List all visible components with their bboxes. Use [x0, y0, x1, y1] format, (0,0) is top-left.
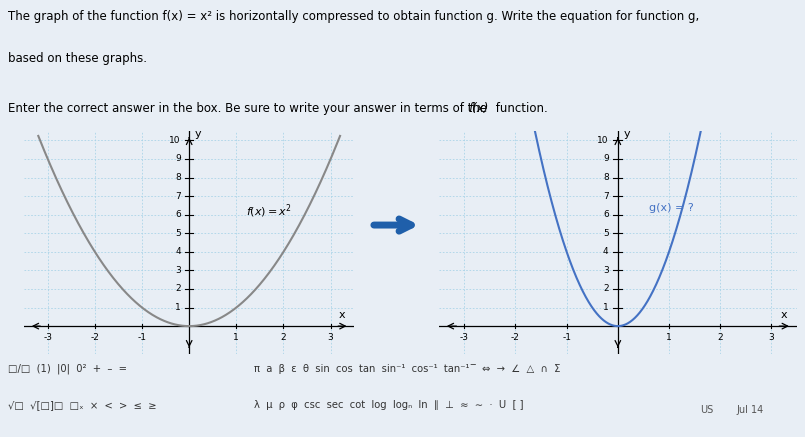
Text: The graph of the function f(x) = x² is horizontally compressed to obtain functio: The graph of the function f(x) = x² is h… [8, 10, 700, 24]
Text: 1: 1 [233, 333, 239, 342]
Text: -2: -2 [511, 333, 520, 342]
Text: 2: 2 [175, 284, 180, 294]
Text: -1: -1 [138, 333, 147, 342]
Text: 2: 2 [717, 333, 723, 342]
Text: 7: 7 [603, 191, 609, 201]
Text: 3: 3 [603, 266, 609, 275]
Text: based on these graphs.: based on these graphs. [8, 52, 147, 66]
Text: x: x [781, 309, 787, 319]
Text: 4: 4 [175, 247, 180, 257]
Text: 7: 7 [175, 191, 180, 201]
Text: 4: 4 [603, 247, 609, 257]
Text: -3: -3 [43, 333, 52, 342]
Text: 1: 1 [603, 303, 609, 312]
Text: 3: 3 [175, 266, 180, 275]
Text: 5: 5 [175, 229, 180, 238]
Text: y: y [624, 128, 630, 139]
Text: 2: 2 [281, 333, 287, 342]
Text: 1: 1 [175, 303, 180, 312]
Text: 2: 2 [603, 284, 609, 294]
Text: √□  √[□]□  □ₓ  ×  <  >  ≤  ≥: √□ √[□]□ □ₓ × < > ≤ ≥ [8, 400, 156, 410]
Text: -2: -2 [90, 333, 99, 342]
Text: 10: 10 [597, 136, 609, 145]
Text: Jul 14: Jul 14 [737, 406, 764, 416]
Text: 10: 10 [169, 136, 180, 145]
Text: π  a  β  ε  θ  sin  cos  tan  sin⁻¹  cos⁻¹  tan⁻¹  ̅  ⇔  →  ∠  △  ∩  Σ: π a β ε θ sin cos tan sin⁻¹ cos⁻¹ tan⁻¹ … [254, 364, 560, 374]
Text: □/□  (1)  |0|  0²  +  –  =: □/□ (1) |0| 0² + – = [8, 364, 127, 375]
Text: -1: -1 [562, 333, 572, 342]
Text: 3: 3 [769, 333, 774, 342]
Text: g(x) = ?: g(x) = ? [649, 203, 693, 213]
Text: -3: -3 [460, 333, 469, 342]
Text: x: x [339, 309, 345, 319]
Text: $f(x) = x^2$: $f(x) = x^2$ [246, 202, 291, 219]
Text: 8: 8 [175, 173, 180, 182]
Text: 6: 6 [175, 210, 180, 219]
Text: 8: 8 [603, 173, 609, 182]
Text: 9: 9 [175, 154, 180, 163]
Text: 5: 5 [603, 229, 609, 238]
Text: function.: function. [492, 102, 547, 115]
Text: Enter the correct answer in the box. Be sure to write your answer in terms of th: Enter the correct answer in the box. Be … [8, 102, 491, 115]
Text: US: US [700, 406, 713, 416]
Text: 6: 6 [603, 210, 609, 219]
Text: 3: 3 [328, 333, 333, 342]
Text: f(x): f(x) [469, 102, 489, 115]
Text: 1: 1 [666, 333, 672, 342]
Text: λ  μ  ρ  φ  csc  sec  cot  log  logₙ  ln  ∥  ⊥  ≈  ∼  ·  U  [ ]: λ μ ρ φ csc sec cot log logₙ ln ∥ ⊥ ≈ ∼ … [254, 400, 523, 410]
Text: 9: 9 [603, 154, 609, 163]
Text: y: y [195, 128, 201, 139]
